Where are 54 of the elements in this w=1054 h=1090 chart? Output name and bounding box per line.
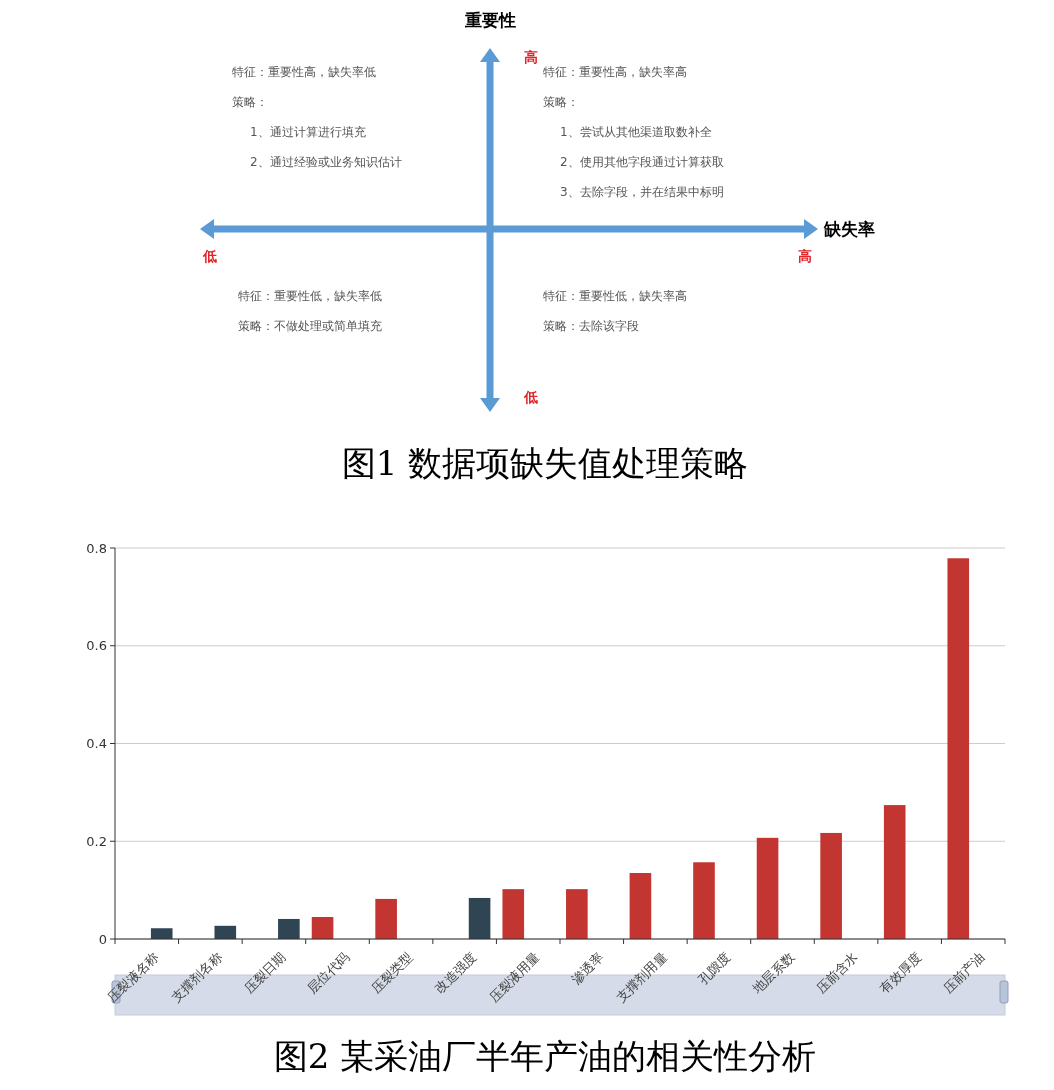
bar [566, 889, 588, 939]
text: 2、使用其他字段通过计算获取 [560, 155, 724, 169]
text: 特征：重要性高，缺失率低 [232, 65, 376, 79]
y-tick-label: 0.2 [86, 833, 107, 849]
text: 1、通过计算进行填充 [250, 125, 366, 139]
x-tick-label: 孔隙度 [695, 948, 734, 988]
text: 特征：重要性高，缺失率高 [543, 65, 687, 79]
y-tick-label: 0 [98, 931, 107, 947]
x-tick-label: 压裂日期 [241, 948, 289, 997]
bar [468, 897, 491, 939]
x-tick-label: 改造强度 [431, 948, 480, 997]
bar [629, 873, 652, 939]
text: 低 [523, 389, 538, 405]
bar [278, 918, 300, 939]
y-tick-label: 0.6 [86, 638, 107, 654]
bar [375, 898, 397, 939]
x-tick-label: 压裂类型 [368, 948, 416, 997]
text: 高 [524, 49, 538, 65]
text: 缺失率 [823, 219, 875, 239]
text: 1、尝试从其他渠道取数补全 [560, 125, 712, 139]
x-tick-label: 支撑剂用量 [613, 948, 670, 1006]
text: 策略： [232, 95, 268, 109]
text: 策略：不做处理或简单填充 [238, 319, 382, 333]
bar [820, 832, 842, 939]
y-tick-label: 0.8 [86, 540, 107, 556]
text: 2、通过经验或业务知识估计 [250, 155, 402, 169]
bar [311, 917, 334, 939]
y-tick-label: 0.4 [86, 736, 107, 752]
x-tick-label: 地层系数 [748, 948, 798, 998]
bar [214, 925, 237, 939]
x-tick-label: 压前产油 [940, 948, 988, 997]
bar [883, 805, 906, 939]
x-tick-label: 层位代码 [304, 948, 353, 997]
bar [502, 889, 525, 939]
text: 特征：重要性低，缺失率高 [543, 289, 687, 303]
text: 特征：重要性低，缺失率低 [238, 289, 382, 303]
bar [693, 862, 715, 939]
x-tick-label: 有效厚度 [876, 948, 925, 997]
x-tick-label: 支撑剂名称 [168, 948, 225, 1006]
text: 3、去除字段，并在结果中标明 [560, 185, 724, 199]
text: 重要性 [463, 10, 516, 30]
bar [947, 558, 970, 939]
text: 图2 某采油厂半年产油的相关性分析 [273, 1036, 817, 1076]
text: 策略：去除该字段 [543, 319, 639, 333]
text: 策略： [543, 95, 579, 109]
x-tick-label: 渗透率 [568, 948, 607, 988]
bar [150, 928, 173, 939]
text: 高 [798, 248, 812, 264]
text: 低 [202, 248, 217, 264]
x-tick-label: 压裂液名称 [104, 948, 162, 1006]
text: 图1 数据项缺失值处理策略 [341, 443, 749, 483]
x-tick-label: 压前含水 [813, 948, 861, 997]
bar [756, 837, 779, 939]
x-tick-label: 压裂液用量 [486, 948, 543, 1006]
